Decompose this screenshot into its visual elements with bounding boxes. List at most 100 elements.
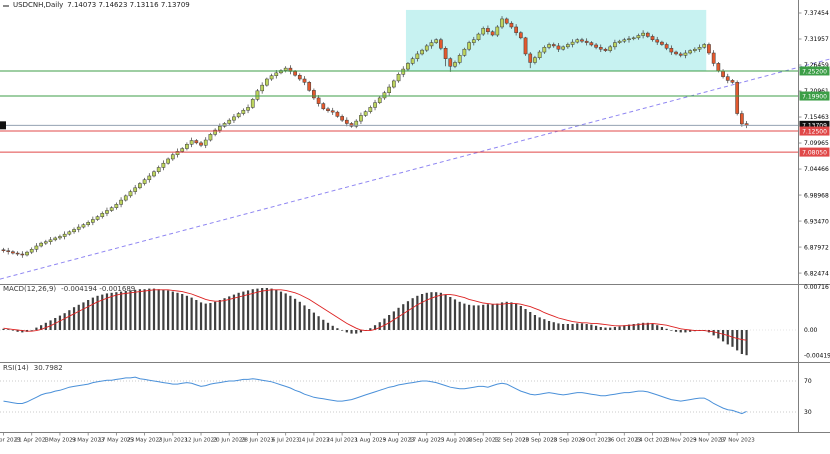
rsi-line (3, 376, 747, 415)
macd-histogram-bar (336, 328, 339, 330)
macd-histogram-bar (195, 300, 198, 330)
macd-histogram-bar (63, 313, 66, 330)
macd-indicator-values: -0.004194 -0.001689 (61, 285, 136, 293)
macd-histogram-bar (275, 289, 278, 330)
date-axis-label: 12 Sep 2023 (494, 438, 529, 444)
macd-axis-label: 0.00 (804, 327, 818, 334)
date-axis-label: 2 Jun 2023 (158, 438, 188, 444)
macd-histogram-bar (373, 325, 377, 330)
macd-histogram-bar (119, 291, 123, 330)
macd-histogram-bar (383, 318, 386, 330)
macd-histogram-bar (279, 291, 283, 330)
macd-histogram-bar (627, 324, 631, 330)
macd-histogram-bar (557, 323, 560, 330)
macd-histogram-bar (547, 321, 551, 330)
macd-histogram-bar (731, 330, 734, 347)
macd-histogram-bar (406, 301, 410, 330)
macd-histogram-bar (82, 302, 85, 330)
macd-histogram-bar (656, 325, 659, 330)
macd-histogram-bar (359, 330, 363, 333)
current-price-tag: 7.13709 (802, 123, 827, 130)
macd-histogram-bar (519, 306, 522, 330)
rsi-indicator-value: 30.7982 (33, 364, 63, 372)
macd-histogram-bar (91, 297, 94, 330)
date-axis-label: 28 Jun 2023 (241, 438, 275, 444)
macd-histogram-bar (594, 325, 598, 330)
price-axis-label: 6.93470 (804, 218, 829, 225)
macd-histogram-bar (726, 330, 729, 345)
date-axis-label: 17 May 2023 (98, 438, 134, 444)
macd-histogram-bar (444, 294, 447, 330)
price-axis-label: 6.82474 (804, 270, 829, 277)
level-lines (0, 70, 798, 153)
date-axis-label: 25 Aug 2023 (437, 438, 473, 444)
macd-histogram-bar (317, 316, 320, 330)
macd-histogram-bar (590, 324, 593, 330)
macd-histogram-bar (538, 317, 541, 330)
current-price-tag-bg (799, 120, 830, 130)
date-axis-label: 9 Nov 2023 (693, 438, 725, 444)
macd-histogram-bar (167, 290, 170, 330)
macd-histogram-bar (402, 304, 405, 330)
indicator-axes: 0.00716 0.00 -0.00419 70 30 (804, 284, 830, 416)
macd-histogram-bar (54, 318, 57, 330)
macd-histogram-bar (134, 289, 137, 330)
macd-histogram-bar (40, 325, 43, 330)
macd-histogram-bar (312, 312, 315, 330)
macd-histogram-bar (510, 302, 513, 330)
macd-histogram-bar (49, 320, 52, 330)
macd-histogram-bar (223, 298, 226, 330)
macd-histogram-bar (623, 325, 626, 330)
left-edge-markers (0, 121, 6, 130)
macd-histogram-bar (162, 289, 165, 330)
rsi-indicator-name: RSI(14) (3, 364, 29, 372)
macd-histogram-bar (308, 309, 311, 330)
macd-histogram-bar (378, 322, 381, 330)
macd-histogram-bar (576, 323, 579, 330)
macd-histogram-bar (430, 292, 433, 330)
macd-histogram-bar (533, 315, 537, 330)
macd-histogram-bar (214, 301, 217, 330)
macd-histogram-bar (251, 289, 254, 330)
date-axis-label: 21 Apr 2023 (15, 438, 50, 444)
macd-histogram-bar (350, 330, 353, 334)
macd-histogram-bar (303, 305, 306, 330)
date-axis-label: 28 Sep 2023 (550, 438, 585, 444)
macd-histogram-bar (152, 288, 156, 330)
macd-histogram-bar (684, 330, 687, 333)
date-axis-label: 17 Aug 2023 (409, 438, 445, 444)
macd-histogram-bar (96, 295, 99, 330)
macd-histogram-bar (721, 330, 725, 342)
price-axis-label: 7.37454 (804, 10, 829, 17)
date-axis-label: 14 Jul 2023 (298, 438, 330, 444)
macd-histogram-bar (157, 289, 160, 330)
macd-histogram-bar (679, 330, 682, 333)
date-axis-label: 20 Jun 2023 (213, 438, 247, 444)
chart-title: USDCNH,Daily 7.14073 7.14623 7.13116 7.1… (3, 1, 190, 10)
macd-histogram-bar (101, 294, 104, 330)
macd-histogram-bar (284, 293, 287, 330)
macd-histogram-bar (237, 292, 240, 330)
macd-histogram-bar (543, 319, 546, 330)
macd-histogram-bar (143, 289, 146, 330)
macd-histogram-bar (632, 324, 635, 330)
macd-histogram-bar (477, 305, 480, 330)
macd-histogram-bar (472, 305, 475, 330)
macd-histogram-bar (425, 292, 428, 330)
macd-histogram-bar (322, 319, 325, 330)
ohlc-values: 7.14073 7.14623 7.13116 7.13709 (67, 1, 190, 9)
macd-histogram-bar (482, 304, 485, 330)
price-axis-label: 7.04466 (804, 166, 829, 173)
macd-histogram-bar (115, 292, 118, 330)
date-axis-label: 6 Jul 2023 (272, 438, 300, 444)
macd-histogram-bar (355, 330, 358, 334)
macd-histogram-bar (392, 311, 395, 330)
macd-histogram-bar (745, 330, 748, 356)
macd-histogram-bar (637, 323, 640, 330)
macd-histogram-bar (642, 322, 645, 330)
date-axis-label: 4 Sep 2023 (468, 438, 500, 444)
macd-histogram-bar (148, 288, 151, 330)
macd-histogram-bar (58, 315, 62, 330)
macd-histogram-bar (369, 328, 372, 330)
